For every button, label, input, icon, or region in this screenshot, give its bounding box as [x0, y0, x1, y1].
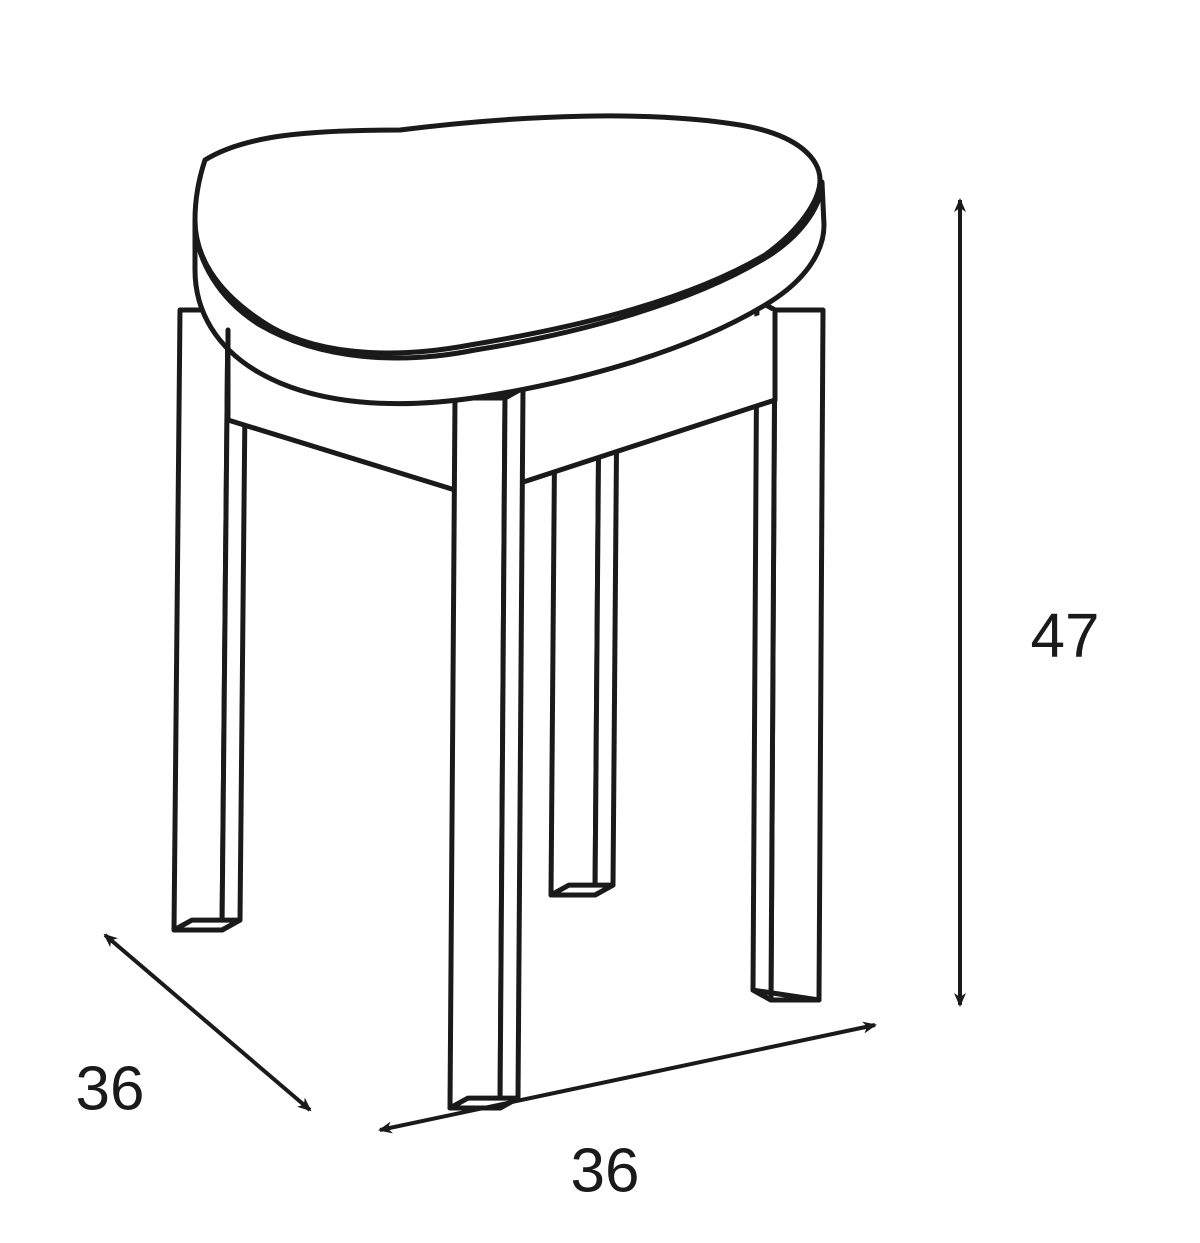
- stool-drawing: [174, 116, 824, 1108]
- leg-front: [450, 388, 523, 1108]
- dim-label-height: 47: [1031, 601, 1100, 670]
- dim-label-depth: 36: [76, 1054, 145, 1123]
- dim-label-width: 36: [571, 1136, 640, 1205]
